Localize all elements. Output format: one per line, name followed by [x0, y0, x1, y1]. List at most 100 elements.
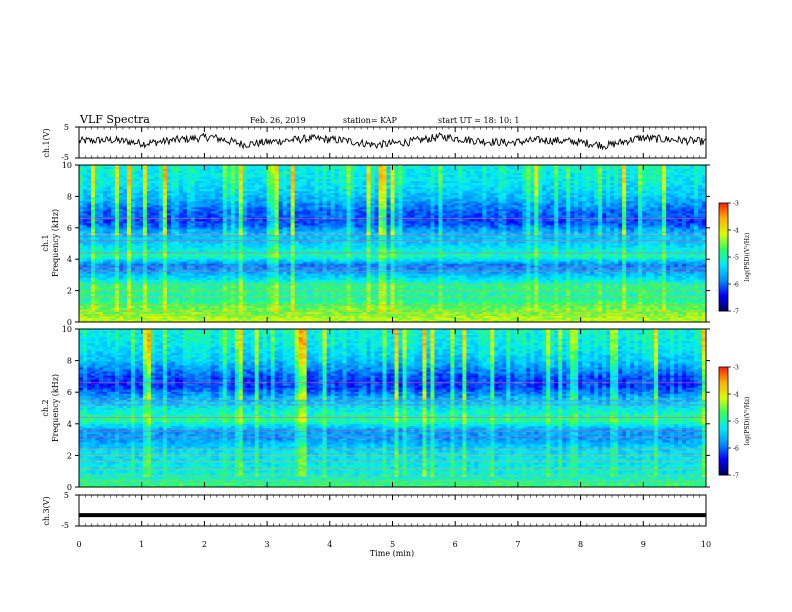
spectrogram-cell [371, 185, 375, 187]
spectrogram-cell [271, 223, 275, 225]
spectrogram-cell [247, 207, 251, 209]
spectrogram-cell [303, 207, 307, 209]
spectrogram-cell [123, 181, 127, 183]
spectrogram-cell [610, 167, 614, 169]
spectrogram-cell [450, 223, 454, 225]
spectrogram-cell [147, 203, 151, 205]
spectrogram-cell [638, 191, 642, 193]
spectrogram-cell [127, 181, 131, 183]
spectrogram-cell [610, 175, 614, 177]
spectrogram-cell [199, 181, 203, 183]
spectrogram-cell [582, 221, 586, 223]
spectrogram-cell [315, 209, 319, 211]
spectrogram-cell [650, 183, 654, 185]
spectrogram-cell [275, 223, 279, 225]
spectrogram-cell [107, 191, 111, 193]
spectrogram-cell [646, 169, 650, 171]
spectrogram-cell [391, 213, 395, 215]
spectrogram-cell [590, 173, 594, 175]
spectrogram-cell [187, 211, 191, 213]
spectrogram-cell [143, 209, 147, 211]
spectrogram-cell [99, 223, 103, 225]
spectrogram-cell [650, 193, 654, 195]
spectrogram-cell [331, 173, 335, 175]
spectrogram-cell [335, 201, 339, 203]
spectrogram-cell [295, 185, 299, 187]
spectrogram-cell [630, 213, 634, 215]
spectrogram-cell [131, 199, 135, 201]
spectrogram-cell [359, 173, 363, 175]
spectrogram-cell [283, 193, 287, 195]
spectrogram-cell [331, 169, 335, 171]
spectrogram-cell [630, 219, 634, 221]
spectrogram-cell [287, 223, 291, 225]
spectrogram-cell [363, 211, 367, 213]
spectrogram-cell [434, 219, 438, 221]
spectrogram-cell [418, 179, 422, 181]
spectrogram-cell [426, 187, 430, 189]
spectrogram-cell [291, 169, 295, 171]
spectrogram-cell [343, 175, 347, 177]
spectrogram-cell [654, 215, 658, 217]
spectrogram-cell [343, 167, 347, 169]
spectrogram-cell [670, 201, 674, 203]
spectrogram-cell [251, 179, 255, 181]
spectrogram-cell [442, 189, 446, 191]
spectrogram-cell [638, 189, 642, 191]
spectrogram-cell [550, 197, 554, 199]
spectrogram-cell [534, 213, 538, 215]
spectrogram-cell [598, 193, 602, 195]
spectrogram-cell [406, 223, 410, 225]
spectrogram-cell [263, 205, 267, 207]
spectrogram-cell [103, 203, 107, 205]
spectrogram-cell [267, 203, 271, 205]
spectrogram-cell [191, 189, 195, 191]
spectrogram-cell [506, 171, 510, 173]
spectrogram-cell [634, 177, 638, 179]
spectrogram-cell [227, 207, 231, 209]
spectrogram-cell [402, 177, 406, 179]
spectrogram-cell [211, 179, 215, 181]
spectrogram-cell [267, 171, 271, 173]
spectrogram-cell [171, 219, 175, 221]
spectrogram-cell [315, 177, 319, 179]
spectrogram-cell [79, 205, 83, 207]
spectrogram-cell [303, 209, 307, 211]
spectrogram-cell [666, 197, 670, 199]
spectrogram-cell [682, 169, 686, 171]
spectrogram-cell [650, 195, 654, 197]
spectrogram-cell [430, 223, 434, 225]
spectrogram-cell [566, 179, 570, 181]
spectrogram-cell [355, 175, 359, 177]
spectrogram-cell [674, 173, 678, 175]
spectrogram-cell [570, 201, 574, 203]
spectrogram-cell [610, 209, 614, 211]
spectrogram-cell [446, 167, 450, 169]
spectrogram-cell [83, 185, 87, 187]
spectrogram-cell [634, 171, 638, 173]
spectrogram-cell [307, 181, 311, 183]
spectrogram-cell [387, 223, 391, 225]
spectrogram-cell [554, 221, 558, 223]
spectrogram-cell [482, 211, 486, 213]
spectrogram-cell [642, 207, 646, 209]
spectrogram-cell [626, 201, 630, 203]
spectrogram-cell [438, 183, 442, 185]
spectrogram-cell [303, 213, 307, 215]
spectrogram-cell [642, 209, 646, 211]
spectrogram-cell [239, 209, 243, 211]
spectrogram-cell [446, 179, 450, 181]
spectrogram-cell [127, 197, 131, 199]
spectrogram-cell [99, 201, 103, 203]
spectrogram-cell [239, 219, 243, 221]
spectrogram-cell [450, 185, 454, 187]
spectrogram-cell [654, 187, 658, 189]
spectrogram-cell [442, 215, 446, 217]
spectrogram-cell [387, 195, 391, 197]
spectrogram-cell [610, 213, 614, 215]
spectrogram-cell [494, 223, 498, 225]
spectrogram-cell [450, 177, 454, 179]
spectrogram-cell [179, 199, 183, 201]
spectrogram-cell [375, 187, 379, 189]
spectrogram-cell [179, 223, 183, 225]
